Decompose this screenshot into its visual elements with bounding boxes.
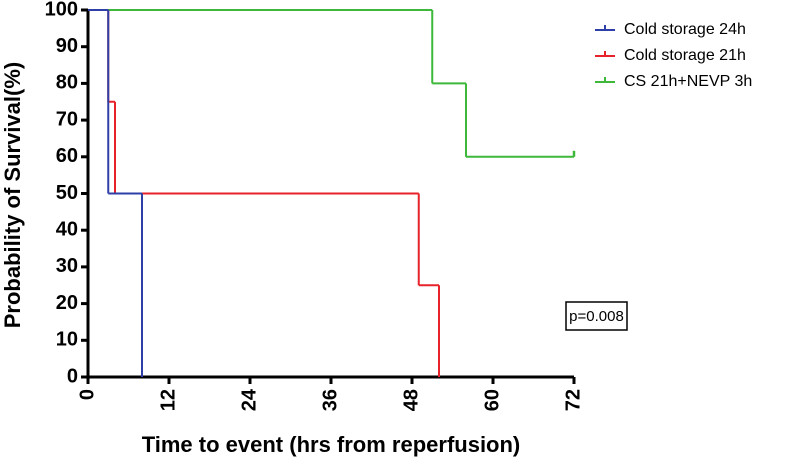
y-tick-label: 40	[56, 218, 78, 240]
y-tick-label: 50	[56, 182, 78, 204]
legend-label: Cold storage 24h	[624, 21, 746, 38]
y-tick-label: 20	[56, 292, 78, 314]
y-tick-label: 100	[45, 0, 78, 20]
x-tick-label: 60	[481, 389, 503, 411]
x-tick-label: 72	[562, 389, 584, 411]
x-tick-label: 24	[238, 388, 260, 411]
y-tick-label: 90	[56, 35, 78, 57]
x-tick-label: 48	[400, 389, 422, 411]
legend-label: Cold storage 21h	[624, 47, 746, 64]
legend-label: CS 21h+NEVP 3h	[624, 73, 752, 90]
y-tick-label: 0	[67, 365, 78, 387]
x-tick-label: 0	[76, 389, 98, 400]
x-axis-title: Time to event (hrs from reperfusion)	[142, 432, 521, 457]
y-tick-label: 70	[56, 108, 78, 130]
x-tick-label: 36	[319, 389, 341, 411]
y-tick-label: 10	[56, 329, 78, 351]
y-tick-label: 60	[56, 145, 78, 167]
y-tick-label: 80	[56, 72, 78, 94]
annotation-box	[565, 301, 628, 331]
x-tick-label: 12	[157, 389, 179, 411]
y-axis-title: Probability of Survival(%)	[0, 62, 25, 329]
annotation: p=0.008	[569, 308, 624, 325]
y-tick-label: 30	[56, 255, 78, 277]
